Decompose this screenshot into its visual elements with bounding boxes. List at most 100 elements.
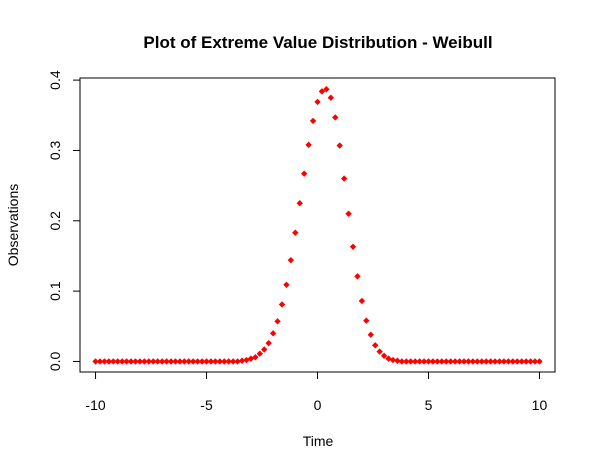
- point: [380, 352, 388, 360]
- point: [398, 358, 406, 365]
- point: [416, 358, 423, 365]
- point: [185, 358, 192, 365]
- point: [527, 358, 534, 365]
- point: [212, 358, 219, 365]
- x-tick-label: 5: [425, 397, 433, 413]
- point: [336, 142, 343, 149]
- y-tick-label: 0.1: [47, 281, 63, 301]
- point: [460, 358, 468, 365]
- point: [434, 358, 441, 365]
- point: [465, 358, 472, 365]
- point: [158, 358, 166, 365]
- point: [372, 342, 379, 349]
- point: [482, 358, 490, 365]
- point: [96, 358, 104, 365]
- point: [252, 354, 259, 361]
- x-tick-label: 0: [314, 397, 322, 413]
- point: [443, 358, 450, 365]
- point: [451, 358, 459, 365]
- point: [323, 86, 330, 93]
- point: [509, 358, 517, 365]
- point: [150, 358, 157, 365]
- point: [278, 301, 286, 308]
- point: [167, 358, 175, 365]
- point: [181, 358, 188, 365]
- y-tick-label: 0.4: [47, 70, 63, 90]
- point: [176, 358, 184, 365]
- x-tick-label: -10: [85, 397, 105, 413]
- point: [518, 358, 525, 365]
- point: [229, 358, 237, 365]
- plot-box: [79, 77, 556, 373]
- x-axis-label: Time: [303, 433, 334, 449]
- point: [194, 358, 201, 365]
- point: [292, 229, 299, 236]
- point: [340, 175, 348, 182]
- point: [145, 358, 153, 365]
- point: [207, 358, 215, 365]
- point: [522, 358, 530, 365]
- y-tick-label: 0.2: [47, 211, 63, 231]
- x-tick-label: 10: [532, 397, 548, 413]
- point: [491, 358, 499, 365]
- point: [407, 358, 414, 365]
- point: [456, 358, 463, 365]
- point: [136, 358, 144, 365]
- point: [203, 358, 210, 365]
- point: [536, 358, 543, 365]
- point: [114, 358, 121, 365]
- point: [305, 141, 312, 149]
- point: [425, 358, 432, 365]
- point: [531, 358, 539, 365]
- point: [190, 358, 197, 365]
- point: [314, 98, 321, 106]
- point: [496, 358, 503, 365]
- chart-title: Plot of Extreme Value Distribution - Wei…: [143, 33, 492, 52]
- point: [438, 358, 445, 365]
- point: [389, 356, 397, 364]
- point: [127, 358, 135, 365]
- point: [469, 358, 477, 365]
- point: [154, 358, 161, 365]
- y-tick-label: 0.0: [47, 352, 63, 372]
- point: [265, 339, 272, 347]
- point: [300, 170, 308, 177]
- point: [505, 358, 512, 365]
- point: [411, 358, 419, 365]
- point: [309, 117, 317, 125]
- point: [118, 358, 126, 365]
- y-tick-label: 0.3: [47, 141, 63, 161]
- point: [283, 281, 290, 288]
- point: [269, 330, 277, 337]
- point: [225, 358, 232, 365]
- point: [318, 88, 326, 95]
- point: [216, 358, 224, 365]
- point: [172, 358, 179, 365]
- point: [261, 346, 268, 353]
- point: [238, 357, 246, 364]
- point: [363, 317, 370, 324]
- point: [345, 210, 352, 217]
- point: [110, 358, 117, 365]
- point: [367, 331, 374, 338]
- point: [514, 358, 521, 365]
- point: [221, 358, 228, 365]
- point: [394, 357, 401, 364]
- point: [478, 358, 485, 365]
- point: [500, 358, 508, 365]
- point: [274, 318, 281, 325]
- point: [487, 358, 494, 365]
- point: [287, 256, 295, 264]
- point: [358, 297, 366, 305]
- point: [354, 273, 361, 280]
- point: [163, 358, 170, 365]
- point: [420, 358, 428, 365]
- point: [141, 358, 148, 365]
- point: [403, 358, 410, 365]
- point: [198, 358, 206, 365]
- point: [92, 358, 99, 365]
- point: [132, 358, 139, 365]
- point: [296, 199, 303, 207]
- point: [256, 350, 263, 357]
